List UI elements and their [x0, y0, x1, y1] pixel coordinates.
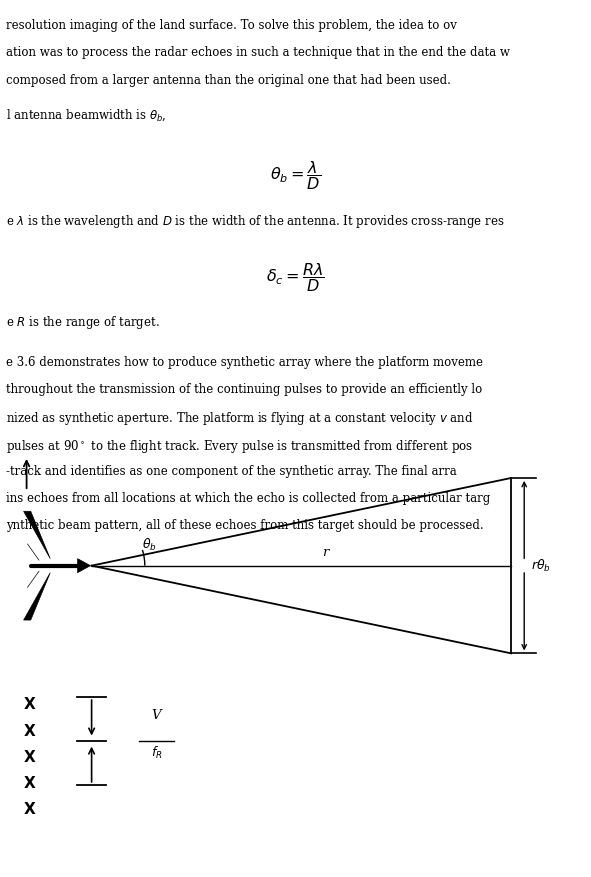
- Text: $\theta_b$: $\theta_b$: [142, 537, 157, 553]
- Polygon shape: [24, 573, 50, 620]
- Text: pulses at 90$^\circ$ to the flight track. Every pulse is transmitted from differ: pulses at 90$^\circ$ to the flight track…: [6, 438, 473, 454]
- Text: ation was to process the radar echoes in such a technique that in the end the da: ation was to process the radar echoes in…: [6, 46, 510, 60]
- Text: e 3.6 demonstrates how to produce synthetic array where the platform moveme: e 3.6 demonstrates how to produce synthe…: [6, 356, 483, 369]
- Polygon shape: [24, 511, 50, 559]
- Text: ynthetic beam pattern, all of these echoes from this target should be processed.: ynthetic beam pattern, all of these echo…: [6, 519, 483, 532]
- Text: $f_R$: $f_R$: [151, 745, 163, 760]
- Text: resolution imaging of the land surface. To solve this problem, the idea to ov: resolution imaging of the land surface. …: [6, 19, 457, 32]
- Text: $r\theta_b$: $r\theta_b$: [531, 558, 551, 574]
- Polygon shape: [27, 544, 39, 560]
- Polygon shape: [77, 559, 90, 573]
- Text: X: X: [24, 802, 35, 817]
- Text: X: X: [24, 724, 35, 738]
- Text: X: X: [24, 697, 35, 712]
- Text: $\delta_c = \dfrac{R\lambda}{D}$: $\delta_c = \dfrac{R\lambda}{D}$: [266, 261, 325, 295]
- Text: X: X: [24, 750, 35, 765]
- Text: $\theta_b = \dfrac{\lambda}{D}$: $\theta_b = \dfrac{\lambda}{D}$: [270, 159, 321, 192]
- Polygon shape: [27, 571, 39, 588]
- Text: e $R$ is the range of target.: e $R$ is the range of target.: [6, 314, 160, 331]
- Text: e $\lambda$ is the wavelength and $D$ is the width of the antenna. It provides c: e $\lambda$ is the wavelength and $D$ is…: [6, 213, 504, 230]
- Text: -track and identifies as one component of the synthetic array. The final arra: -track and identifies as one component o…: [6, 465, 457, 478]
- Text: l antenna beamwidth is $\theta_b$,: l antenna beamwidth is $\theta_b$,: [6, 108, 167, 124]
- Text: r: r: [322, 545, 328, 559]
- Text: V: V: [152, 709, 161, 722]
- Text: nized as synthetic aperture. The platform is flying at a constant velocity $v$ a: nized as synthetic aperture. The platfor…: [6, 410, 473, 427]
- Text: composed from a larger antenna than the original one that had been used.: composed from a larger antenna than the …: [6, 74, 451, 87]
- Text: X: X: [24, 776, 35, 791]
- Text: throughout the transmission of the continuing pulses to provide an efficiently l: throughout the transmission of the conti…: [6, 383, 482, 396]
- Text: ins echoes from all locations at which the echo is collected from a particular t: ins echoes from all locations at which t…: [6, 492, 490, 505]
